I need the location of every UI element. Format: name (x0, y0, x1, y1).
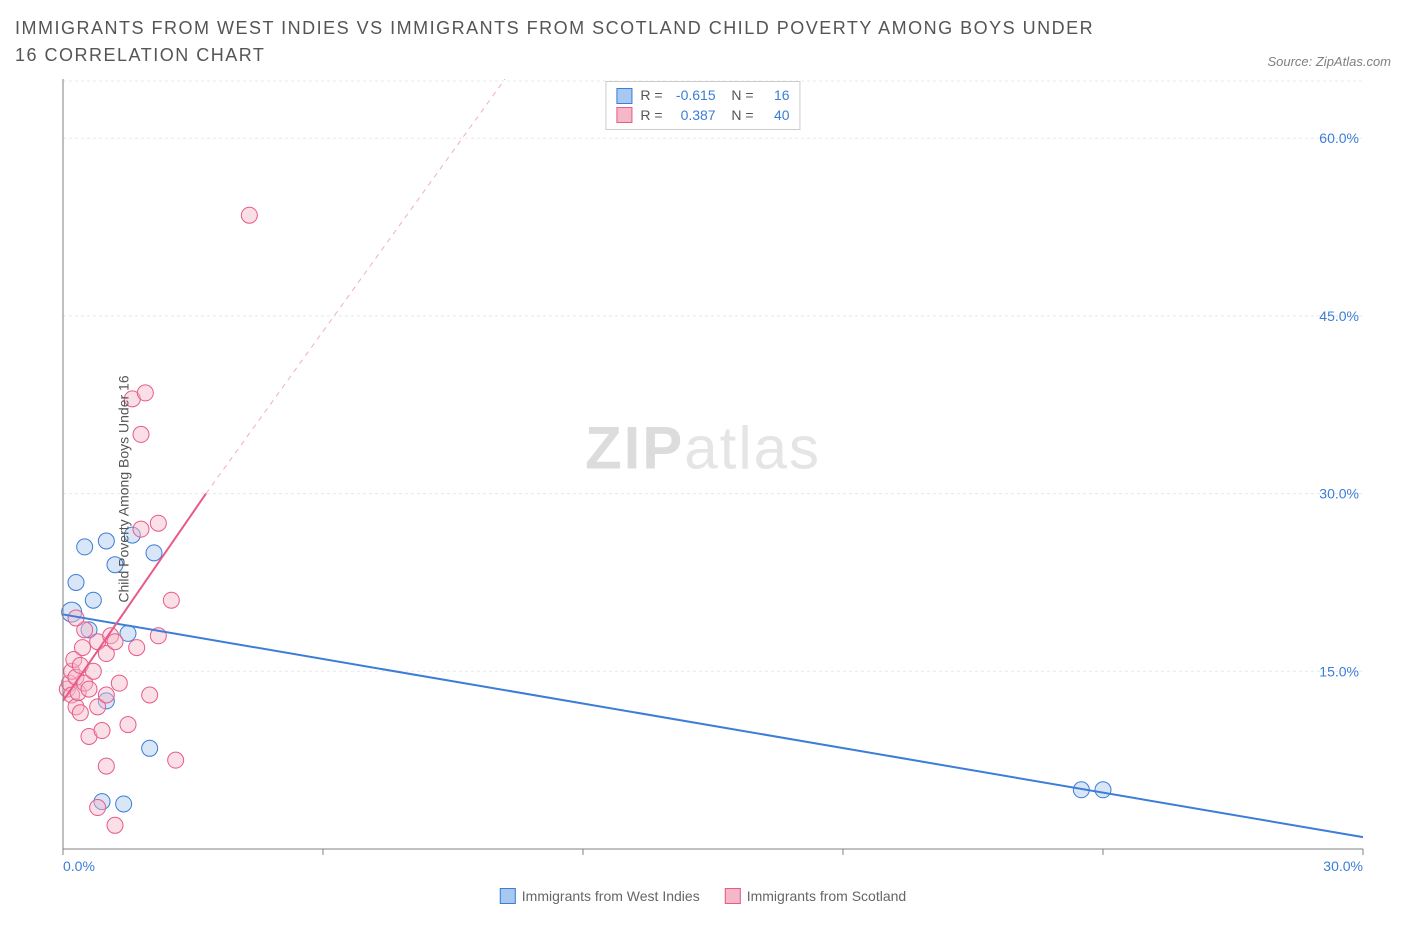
stats-legend-box: R = -0.615 N = 16 R = 0.387 N = 40 (605, 81, 800, 130)
data-point (142, 687, 158, 703)
data-point (85, 592, 101, 608)
data-point (241, 207, 257, 223)
data-point (142, 740, 158, 756)
data-point (150, 515, 166, 531)
data-point (75, 640, 91, 656)
data-point (107, 634, 123, 650)
data-point (81, 681, 97, 697)
chart-title: IMMIGRANTS FROM WEST INDIES VS IMMIGRANT… (15, 15, 1115, 69)
legend-item: Immigrants from Scotland (725, 888, 907, 904)
data-point (98, 533, 114, 549)
data-point (129, 640, 145, 656)
legend-swatch (725, 888, 741, 904)
data-point (98, 758, 114, 774)
source-label: Source: ZipAtlas.com (1267, 54, 1391, 69)
data-point (98, 687, 114, 703)
data-point (1095, 782, 1111, 798)
legend-swatch (616, 88, 632, 104)
legend-swatch (616, 107, 632, 123)
data-point (137, 385, 153, 401)
stat-r-value: 0.387 (671, 106, 716, 126)
data-point (107, 817, 123, 833)
stats-row: R = 0.387 N = 40 (616, 106, 789, 126)
legend-label: Immigrants from West Indies (522, 888, 700, 904)
svg-text:30.0%: 30.0% (1319, 486, 1359, 502)
stat-r-label: R = (640, 86, 662, 106)
data-point (146, 545, 162, 561)
regression-line-extended (206, 79, 505, 494)
data-point (163, 592, 179, 608)
data-point (168, 752, 184, 768)
stat-n-label: N = (724, 86, 754, 106)
stat-n-label: N = (724, 106, 754, 126)
chart-container: Child Poverty Among Boys Under 16 0.0% 30… (15, 79, 1391, 899)
bottom-legend: Immigrants from West Indies Immigrants fr… (500, 888, 906, 904)
scatter-chart: 0.0% 30.0% 15.0% 30.0% 45.0% 60.0% (15, 79, 1391, 899)
data-point (111, 675, 127, 691)
data-point (133, 521, 149, 537)
legend-label: Immigrants from Scotland (747, 888, 907, 904)
svg-text:0.0%: 0.0% (63, 858, 95, 874)
header: IMMIGRANTS FROM WEST INDIES VS IMMIGRANT… (15, 15, 1391, 69)
y-axis-label: Child Poverty Among Boys Under 16 (116, 375, 132, 602)
stat-n-value: 16 (762, 86, 790, 106)
svg-text:45.0%: 45.0% (1319, 308, 1359, 324)
regression-line (63, 614, 1363, 837)
legend-swatch (500, 888, 516, 904)
stat-r-label: R = (640, 106, 662, 126)
data-point (77, 539, 93, 555)
stat-r-value: -0.615 (671, 86, 716, 106)
stats-row: R = -0.615 N = 16 (616, 86, 789, 106)
legend-item: Immigrants from West Indies (500, 888, 700, 904)
data-point (68, 574, 84, 590)
data-point (90, 800, 106, 816)
svg-text:60.0%: 60.0% (1319, 130, 1359, 146)
data-point (120, 717, 136, 733)
data-point (72, 705, 88, 721)
data-point (133, 426, 149, 442)
svg-text:30.0%: 30.0% (1323, 858, 1363, 874)
data-point (116, 796, 132, 812)
svg-text:15.0%: 15.0% (1319, 663, 1359, 679)
stat-n-value: 40 (762, 106, 790, 126)
data-point (94, 723, 110, 739)
